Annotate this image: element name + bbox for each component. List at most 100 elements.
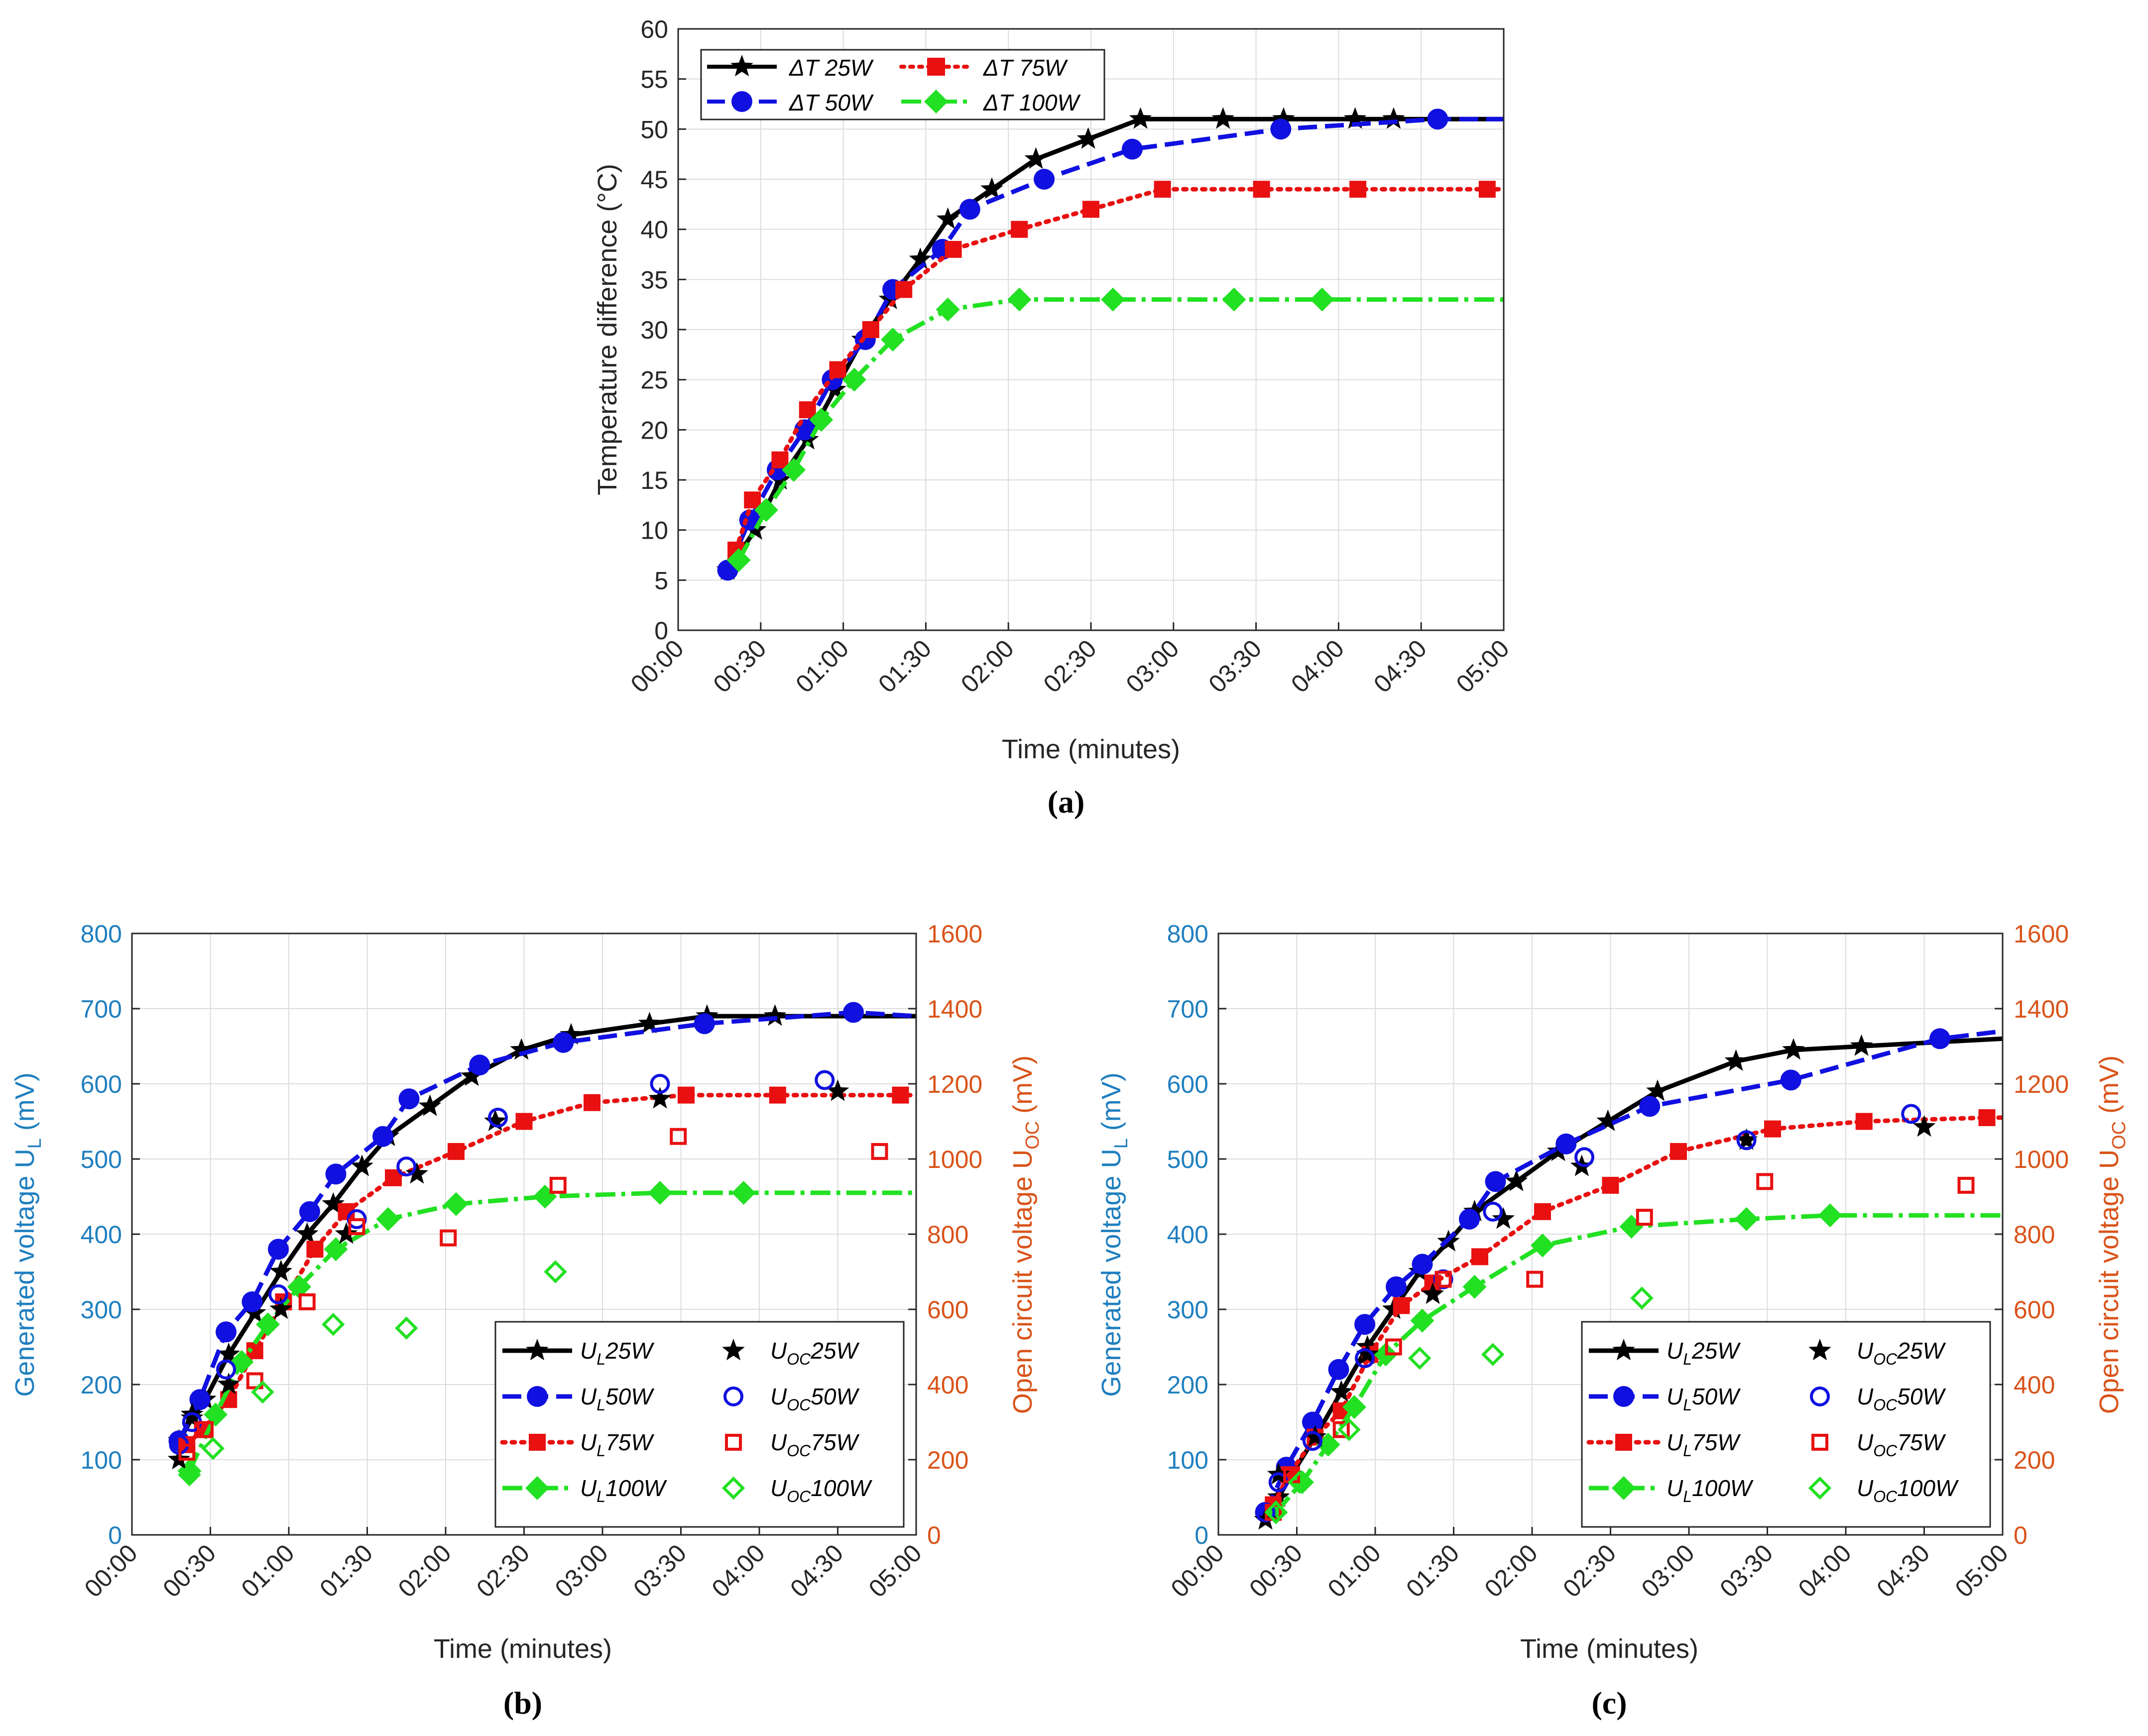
- data-point: [1393, 1297, 1410, 1314]
- data-point: [398, 1088, 420, 1110]
- legend-box: [494, 1321, 905, 1528]
- data-point: [325, 1163, 347, 1185]
- legend-label-dt25w: ΔT 25W: [789, 55, 874, 81]
- data-point: [1355, 1348, 1375, 1369]
- legend-marker: [1615, 1434, 1632, 1451]
- x-tick-label: 00:30: [708, 634, 772, 698]
- data-point: [418, 1094, 442, 1116]
- data-point: [287, 1274, 311, 1299]
- data-point: [448, 1143, 465, 1160]
- data-point: [1756, 1173, 1774, 1190]
- data-point: [549, 1176, 567, 1194]
- y-tick-label-left: 400: [81, 1221, 122, 1249]
- legend-label: UL75W: [580, 1429, 655, 1460]
- legend-label: UL75W: [1667, 1429, 1741, 1460]
- legend-label: UOC50W: [1857, 1384, 1946, 1414]
- x-tick-label: 02:00: [393, 1539, 457, 1603]
- data-point: [1076, 127, 1100, 149]
- legend-item-uoc25w: UOC25W: [1808, 1338, 1946, 1368]
- data-point: [936, 297, 960, 322]
- data-point: [909, 247, 932, 269]
- data-point: [1253, 181, 1270, 198]
- data-point: [376, 1207, 400, 1231]
- data-point: [1734, 1207, 1759, 1231]
- x-tick-label: 02:00: [955, 634, 1019, 698]
- data-point: [1534, 1203, 1551, 1220]
- data-point: [842, 367, 866, 392]
- data-point: [295, 1222, 319, 1244]
- x-tick-label: 01:30: [314, 1539, 378, 1603]
- data-point: [1471, 1248, 1488, 1266]
- data-point: [1724, 1049, 1748, 1071]
- y-tick-label-left: 0: [108, 1521, 122, 1549]
- data-point: [243, 1301, 266, 1323]
- y-tick-label-left: 40: [640, 216, 668, 244]
- y-tick-label-left: 500: [1167, 1146, 1208, 1173]
- legend-label: UOC25W: [1857, 1338, 1946, 1368]
- data-point: [1011, 221, 1028, 238]
- legend-label: UOC75W: [770, 1429, 860, 1460]
- data-point: [246, 1372, 263, 1389]
- data-point: [1526, 1271, 1544, 1288]
- data-point: [1332, 1421, 1350, 1438]
- y-tick-label-right: 800: [927, 1221, 968, 1249]
- data-point: [650, 1074, 670, 1094]
- data-point: [782, 458, 806, 482]
- data-point: [1272, 107, 1295, 129]
- data-point: [799, 401, 816, 419]
- y-tick-label-right: 1200: [2014, 1070, 2069, 1098]
- data-point: [460, 1064, 483, 1086]
- data-point: [395, 1316, 418, 1340]
- data-point: [1427, 109, 1448, 130]
- y-tick-label-left: 400: [1167, 1221, 1208, 1249]
- y-tick-label-right: 600: [927, 1296, 968, 1324]
- data-point: [178, 1463, 201, 1487]
- x-tick-label: 01:00: [236, 1539, 300, 1603]
- data-point: [201, 1437, 225, 1460]
- legend-a: ΔT 25W ΔT 75W ΔT 50W ΔT 100W: [700, 49, 1105, 120]
- legend-marker: [1810, 1387, 1830, 1406]
- data-point: [298, 1293, 316, 1310]
- data-point: [269, 1297, 293, 1319]
- x-tick-label: 04:00: [1286, 634, 1349, 698]
- y-tick-label-left: 600: [81, 1070, 122, 1098]
- data-point: [299, 1201, 320, 1222]
- data-point: [1024, 147, 1048, 169]
- legend-item-dt25w: ΔT 25W: [707, 55, 874, 81]
- x-tick-label: 03:00: [550, 1539, 613, 1603]
- data-point: [1356, 1342, 1379, 1364]
- y-tick-label-left: 20: [640, 416, 668, 444]
- y-axis-label-left-c: Generated voltage UL (mV): [1096, 1072, 1132, 1396]
- data-point: [1636, 1209, 1653, 1226]
- y-tick-label-right: 1600: [2014, 920, 2069, 948]
- y-tick-label-left: 100: [81, 1446, 122, 1474]
- data-point: [1154, 181, 1171, 198]
- y-axis-label-left-b: Generated voltage UL (mV): [10, 1072, 45, 1396]
- legend-label: UL100W: [1667, 1475, 1754, 1505]
- y-tick-label-left: 45: [640, 166, 668, 194]
- data-point: [1646, 1079, 1669, 1101]
- data-point: [584, 1094, 600, 1111]
- data-point: [815, 1070, 835, 1090]
- data-point: [1736, 1130, 1757, 1151]
- y-tick-label-right: 0: [2014, 1521, 2028, 1549]
- data-point: [256, 1312, 280, 1337]
- legend-label: UOC75W: [1857, 1429, 1946, 1460]
- y-axis-label-right-c: Open circuit voltage UOC (mV): [2094, 1055, 2130, 1414]
- x-tick-label: 02:00: [1479, 1539, 1543, 1603]
- data-point: [1410, 1308, 1434, 1333]
- data-point: [1421, 1282, 1444, 1304]
- data-point: [1288, 1471, 1311, 1494]
- x-tick-label: 00:30: [1244, 1539, 1308, 1603]
- y-tick-label-right: 200: [927, 1446, 968, 1474]
- y-tick-label-left: 0: [654, 617, 668, 645]
- y-axis-label-right-b: Open circuit voltage UOC (mV): [1008, 1055, 1043, 1414]
- y-tick-label-left: 100: [1167, 1446, 1208, 1474]
- data-point: [251, 1380, 274, 1404]
- data-point: [204, 1402, 228, 1427]
- x-tick-label: 05:00: [1950, 1539, 2014, 1603]
- legend-marker-circle: [731, 91, 752, 112]
- data-point: [216, 1321, 237, 1343]
- data-point: [1342, 1395, 1366, 1419]
